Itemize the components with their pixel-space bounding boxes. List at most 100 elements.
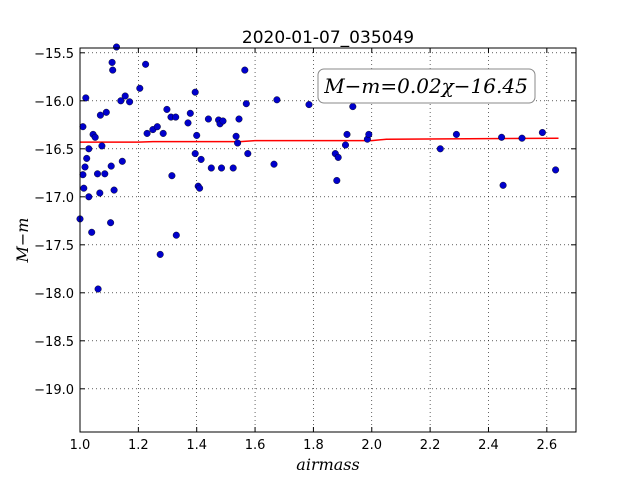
data-point: [96, 189, 104, 197]
data-point: [244, 150, 252, 158]
data-point: [349, 103, 357, 111]
data-point: [85, 145, 93, 153]
data-point: [232, 132, 240, 140]
data-point: [88, 228, 96, 236]
x-tick-label: 2.2: [420, 438, 441, 453]
data-point: [108, 58, 116, 66]
annotation-text: M−m=0.02χ−16.45: [323, 74, 528, 98]
data-point: [153, 123, 161, 131]
data-point: [191, 88, 199, 96]
data-point: [498, 133, 506, 141]
data-point: [107, 162, 115, 170]
data-point: [333, 176, 341, 184]
fit-line-layer: [80, 137, 559, 143]
data-point: [94, 285, 102, 293]
annotation-box: [317, 68, 536, 104]
plot-frame: [79, 47, 577, 433]
data-point: [109, 66, 117, 74]
data-point: [191, 150, 199, 158]
y-tick-label: −18.0: [34, 287, 74, 302]
data-point: [96, 111, 104, 119]
data-point: [270, 160, 278, 168]
data-point: [156, 250, 164, 258]
data-point: [273, 96, 281, 104]
y-axis-label: M−m: [13, 218, 32, 264]
data-point: [193, 131, 201, 139]
x-axis-label: airmass: [296, 455, 359, 474]
data-point: [305, 101, 313, 109]
x-tick-label: 1.8: [303, 438, 324, 453]
data-point: [143, 129, 151, 137]
data-point: [121, 92, 129, 100]
data-point: [80, 184, 88, 192]
data-point: [204, 115, 212, 123]
data-point: [219, 117, 227, 125]
data-point: [234, 139, 242, 147]
data-point: [79, 171, 87, 179]
data-point: [342, 141, 350, 149]
data-point: [168, 172, 176, 180]
data-point: [112, 43, 120, 51]
data-point: [207, 164, 215, 172]
data-point: [172, 231, 180, 239]
data-point: [85, 193, 93, 201]
data-point: [241, 66, 249, 74]
data-point: [102, 108, 110, 116]
data-point: [98, 142, 106, 150]
data-point: [93, 170, 101, 178]
x-tick-label: 2.0: [361, 438, 382, 453]
ticks: 1.0 1.2 1.4 1.6 1.8 2.0 2.2 2.4 2.6 −15.5 −16.0 −16…: [34, 47, 576, 453]
y-tick-label: −17.5: [34, 239, 74, 254]
data-point: [172, 113, 180, 121]
x-tick-label: 1.2: [128, 438, 149, 453]
y-tick-label: −15.5: [34, 47, 74, 62]
data-point: [126, 98, 134, 106]
chart-title: 2020-01-07_035049: [242, 28, 414, 48]
data-point: [184, 119, 192, 127]
data-point: [107, 219, 115, 227]
data-point: [81, 163, 89, 171]
data-point: [82, 94, 90, 102]
data-point: [242, 100, 250, 108]
data-point: [101, 170, 109, 178]
data-point: [91, 133, 99, 141]
y-tick-label: −18.5: [34, 335, 74, 350]
y-tick-label: −16.0: [34, 95, 74, 110]
y-tick-label: −16.5: [34, 143, 74, 158]
x-tick-label: 2.4: [478, 438, 499, 453]
data-point: [452, 130, 460, 138]
data-point: [538, 128, 546, 136]
data-point: [552, 166, 560, 174]
data-point: [365, 130, 373, 138]
data-point: [235, 115, 243, 123]
data-point: [159, 129, 167, 137]
data-point: [136, 84, 144, 92]
fit-line: [80, 137, 559, 143]
data-point: [117, 97, 125, 105]
data-point: [343, 130, 351, 138]
data-points: [76, 43, 560, 293]
data-point: [142, 60, 150, 68]
x-tick-label: 1.0: [70, 438, 91, 453]
fit-annotation: M−m=0.02χ−16.45: [317, 68, 536, 104]
data-point: [217, 164, 225, 172]
x-tick-label: 1.6: [245, 438, 266, 453]
data-point: [163, 105, 171, 113]
data-point: [110, 186, 118, 194]
data-point: [197, 155, 205, 163]
y-tick-label: −17.0: [34, 191, 74, 206]
data-point: [229, 164, 237, 172]
x-tick-label: 2.6: [536, 438, 557, 453]
data-point: [186, 109, 194, 117]
data-point: [334, 153, 342, 161]
y-tick-label: −19.0: [34, 383, 74, 398]
data-point: [196, 184, 204, 192]
data-point: [79, 123, 87, 131]
x-tick-label: 1.4: [186, 438, 207, 453]
data-point: [83, 154, 91, 162]
data-point: [518, 134, 526, 142]
grid: [80, 48, 576, 432]
data-point: [499, 181, 507, 189]
data-point: [118, 157, 126, 165]
